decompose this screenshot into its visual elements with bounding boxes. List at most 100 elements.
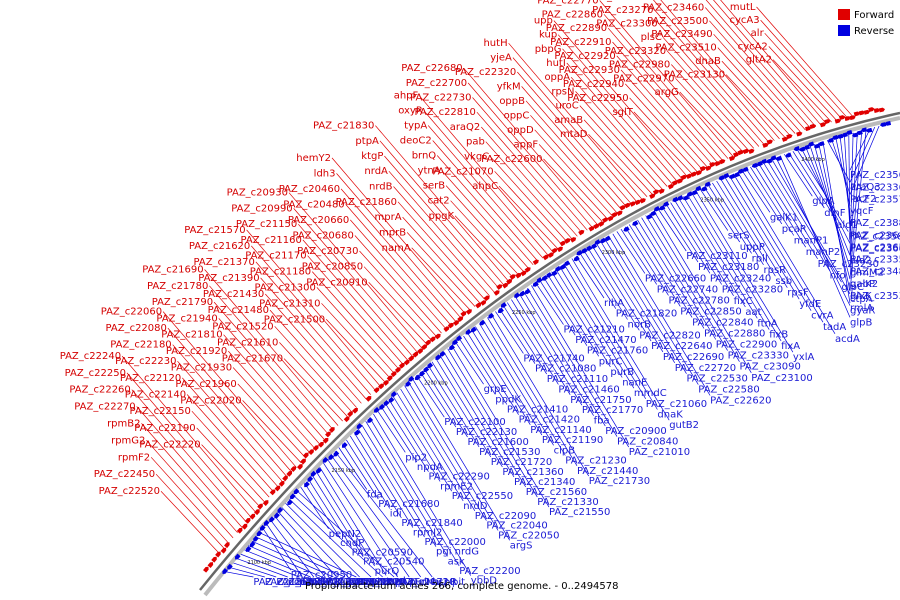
reverse-gene-label: PAZ_c22200 xyxy=(459,566,520,577)
forward-gene-label: cat2 xyxy=(428,196,450,207)
forward-connector xyxy=(167,327,293,473)
forward-connector xyxy=(411,247,471,311)
reverse-connector xyxy=(225,571,254,578)
reverse-gene-arrow xyxy=(379,403,385,410)
reverse-connector xyxy=(762,161,830,271)
forward-gene-label: argG xyxy=(655,87,679,98)
reverse-gene-label: araQ3 xyxy=(850,182,881,193)
forward-gene-arrow xyxy=(394,367,401,373)
reverse-gene-label: fda xyxy=(367,490,383,501)
reverse-connector xyxy=(412,378,510,541)
reverse-gene-label: gabP xyxy=(850,279,875,290)
forward-gene-arrow xyxy=(302,452,309,459)
forward-connector xyxy=(671,64,749,151)
reverse-gene-arrow xyxy=(564,260,571,266)
reverse-gene-label: PAZ_c23880 xyxy=(850,218,900,229)
reverse-gene-arrow xyxy=(742,166,749,172)
forward-connector xyxy=(172,344,288,478)
forward-gene-arrow xyxy=(781,136,789,142)
forward-gene-arrow xyxy=(447,322,454,329)
forward-gene-label: PAZ_c22700 xyxy=(406,78,467,89)
forward-gene-label: PAZ_c22150 xyxy=(129,406,190,417)
forward-connector xyxy=(350,219,447,330)
forward-connector xyxy=(136,406,243,528)
forward-gene-arrow xyxy=(699,166,706,172)
reverse-connector xyxy=(342,443,379,500)
forward-connector xyxy=(566,62,673,185)
reverse-gene-label: PAZ_c22660 xyxy=(645,273,706,284)
forward-gene-label: PAZ_c20460 xyxy=(279,184,340,195)
reverse-gene-arrow xyxy=(524,288,531,295)
reverse-connector xyxy=(703,186,740,243)
legend-reverse-swatch xyxy=(838,25,850,36)
reverse-connector xyxy=(666,204,711,274)
forward-connector xyxy=(654,9,770,143)
reverse-connector xyxy=(779,155,851,318)
reverse-connector xyxy=(400,388,476,511)
forward-connector xyxy=(612,41,719,164)
forward-gene-label: cycA2 xyxy=(738,41,768,52)
reverse-connector xyxy=(423,368,468,438)
reverse-connector xyxy=(251,540,334,578)
forward-gene-arrow xyxy=(457,316,464,323)
forward-gene-arrow xyxy=(551,248,558,254)
reverse-connector xyxy=(637,219,705,329)
forward-gene-arrow xyxy=(858,110,866,116)
reverse-connector xyxy=(741,170,771,213)
forward-connector xyxy=(485,141,573,240)
forward-gene-arrow xyxy=(412,351,419,358)
reverse-connector xyxy=(737,171,836,334)
forward-gene-arrow xyxy=(748,148,755,154)
forward-gene-label: amaB xyxy=(554,115,583,126)
reverse-gene-arrow xyxy=(356,423,363,429)
forward-connector xyxy=(583,119,653,195)
forward-connector xyxy=(653,0,775,141)
gene-labels: PAZ_c22520PAZ_c22450rpmF2rpmG2rpmB2PAZ_c… xyxy=(60,0,900,588)
reverse-connector xyxy=(678,198,746,308)
reverse-gene-label: PAZ_c22050 xyxy=(498,531,559,542)
forward-gene-label: oppA xyxy=(544,72,570,83)
reverse-gene-label: rihA xyxy=(604,298,624,309)
forward-connector xyxy=(283,358,343,422)
reverse-gene-arrow xyxy=(427,362,434,369)
reverse-connector xyxy=(350,435,402,519)
forward-gene-label: oppD xyxy=(507,125,534,136)
forward-gene-arrow xyxy=(542,254,549,261)
forward-connector xyxy=(182,377,279,488)
reverse-gene-arrow xyxy=(751,162,759,168)
forward-connector xyxy=(311,271,400,370)
forward-gene-arrow xyxy=(211,556,217,563)
reverse-gene-arrow xyxy=(785,152,792,158)
forward-gene-label: yfkM xyxy=(497,81,521,92)
forward-connector xyxy=(620,69,708,168)
forward-gene-label: ptpA xyxy=(355,136,379,147)
forward-gene-label: PAZ_c20990 xyxy=(231,203,292,214)
reverse-connector xyxy=(229,566,265,578)
forward-gene-arrow xyxy=(766,139,773,145)
reverse-gene-label: PAZ_c21540 xyxy=(276,577,337,588)
reverse-gene-label: PAZ_c23650 xyxy=(850,242,900,253)
reverse-gene-label: ppdK xyxy=(495,394,521,405)
reverse-connector xyxy=(535,282,564,325)
reverse-gene-arrow xyxy=(222,568,228,575)
forward-connector xyxy=(603,14,729,159)
forward-connector xyxy=(625,83,703,171)
reverse-gene-label: PAZ_c23230 xyxy=(818,259,879,270)
forward-connector xyxy=(406,232,476,307)
forward-gene-arrow xyxy=(809,123,817,129)
position-ticks: 2100 kbp 2150 kbp 2200 kbp 2250 kbp 2300 kbp… xyxy=(247,157,824,566)
forward-connector xyxy=(204,269,339,426)
reverse-gene-arrow xyxy=(704,181,711,187)
reverse-gene-label: PAZ_c21800 xyxy=(253,577,314,588)
forward-connector xyxy=(588,133,648,197)
reverse-gene-label: PAZ_c21280 xyxy=(333,577,394,588)
forward-gene-label: PAZ_c21610 xyxy=(217,337,278,348)
forward-gene-label: rpsN xyxy=(551,86,574,97)
reverse-connector xyxy=(818,142,851,292)
reverse-gene-label: PAZ_c21020 xyxy=(345,577,406,588)
forward-gene-arrow xyxy=(611,212,618,218)
forward-connector xyxy=(345,204,452,326)
forward-gene-arrow xyxy=(483,295,490,302)
reverse-connector xyxy=(346,439,391,509)
